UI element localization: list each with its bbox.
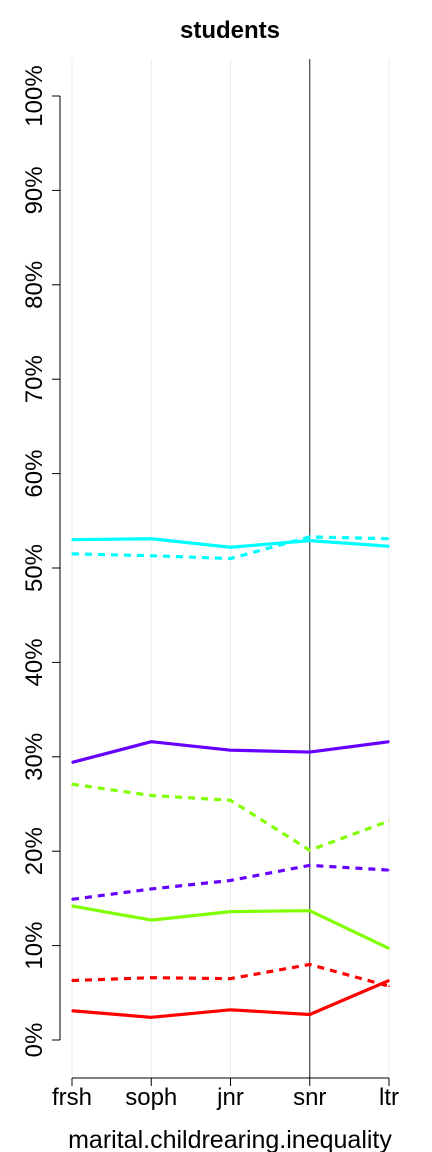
x-axis-title: marital.childrearing.inequality <box>68 1126 392 1152</box>
y-tick-label: 20% <box>21 827 48 875</box>
series-0-point-soph <box>150 537 153 540</box>
series-2-point-snr <box>308 751 311 753</box>
series-7-point-frsh <box>71 1009 73 1012</box>
x-tick-label-ltr: ltr <box>379 1084 399 1111</box>
series-2-point-ltr <box>388 740 390 743</box>
y-tick-label: 40% <box>21 638 48 686</box>
series-1-point-frsh <box>71 553 73 555</box>
series-3-point-soph <box>150 794 153 797</box>
series-layer <box>71 535 390 1019</box>
x-tick-label-soph: soph <box>125 1084 177 1111</box>
series-5-point-ltr <box>388 947 390 950</box>
series-3-point-ltr <box>388 820 390 822</box>
grid-layer <box>71 59 390 1078</box>
series-7-point-jnr <box>229 1008 232 1011</box>
series-6-point-frsh <box>71 979 73 982</box>
series-4-point-snr <box>308 864 311 867</box>
series-4-point-jnr <box>229 879 232 882</box>
y-tick-label: 50% <box>21 544 48 592</box>
chart-title: students <box>180 17 280 44</box>
series-5-point-snr <box>308 909 311 912</box>
series-3-point-jnr <box>229 799 232 802</box>
series-7-point-soph <box>150 1016 153 1019</box>
series-3-point-snr <box>308 849 311 852</box>
series-5-point-jnr <box>229 910 232 913</box>
y-tick-label: 90% <box>21 166 48 214</box>
series-6-point-jnr <box>229 977 232 980</box>
y-tick-label: 0% <box>21 1023 48 1058</box>
y-tick-label: 80% <box>21 261 48 309</box>
series-0-point-jnr <box>229 546 232 549</box>
series-1-point-ltr <box>388 537 390 540</box>
y-tick-label: 70% <box>21 355 48 403</box>
series-6-point-soph <box>150 976 153 979</box>
series-2-point-frsh <box>71 761 73 764</box>
series-0-point-frsh <box>71 538 73 541</box>
axis-layer: 0% 10% 20% 30% 40% 50% 60% 70% 80% 90% 100% frsh sop… <box>21 65 399 1111</box>
series-7-point-snr <box>308 1013 311 1016</box>
y-tick-label: 60% <box>21 450 48 498</box>
series-5-point-frsh <box>71 905 73 907</box>
series-0-point-ltr <box>388 545 390 548</box>
series-6-point-snr <box>308 963 311 966</box>
series-6-point-ltr <box>388 985 390 987</box>
y-tick-label: 100% <box>21 65 48 126</box>
x-tick-label-frsh: frsh <box>52 1084 92 1111</box>
series-2-point-jnr <box>229 749 232 751</box>
series-0-point-snr <box>308 539 311 542</box>
x-tick-label-jnr: jnr <box>216 1084 244 1111</box>
series-3-point-frsh <box>71 783 73 785</box>
x-tick-label-snr: snr <box>293 1084 326 1111</box>
series-4-point-soph <box>150 888 153 890</box>
y-tick-label: 10% <box>21 922 48 970</box>
series-1-point-soph <box>150 554 153 557</box>
series-4-point-ltr <box>388 869 390 871</box>
series-2-point-soph <box>150 740 153 743</box>
series-5-point-soph <box>150 919 153 921</box>
series-7-point-ltr <box>388 979 390 982</box>
y-tick-label: 30% <box>21 733 48 781</box>
series-1-point-jnr <box>229 557 232 560</box>
series-4-point-frsh <box>71 898 73 901</box>
series-1-point-snr <box>308 536 311 538</box>
